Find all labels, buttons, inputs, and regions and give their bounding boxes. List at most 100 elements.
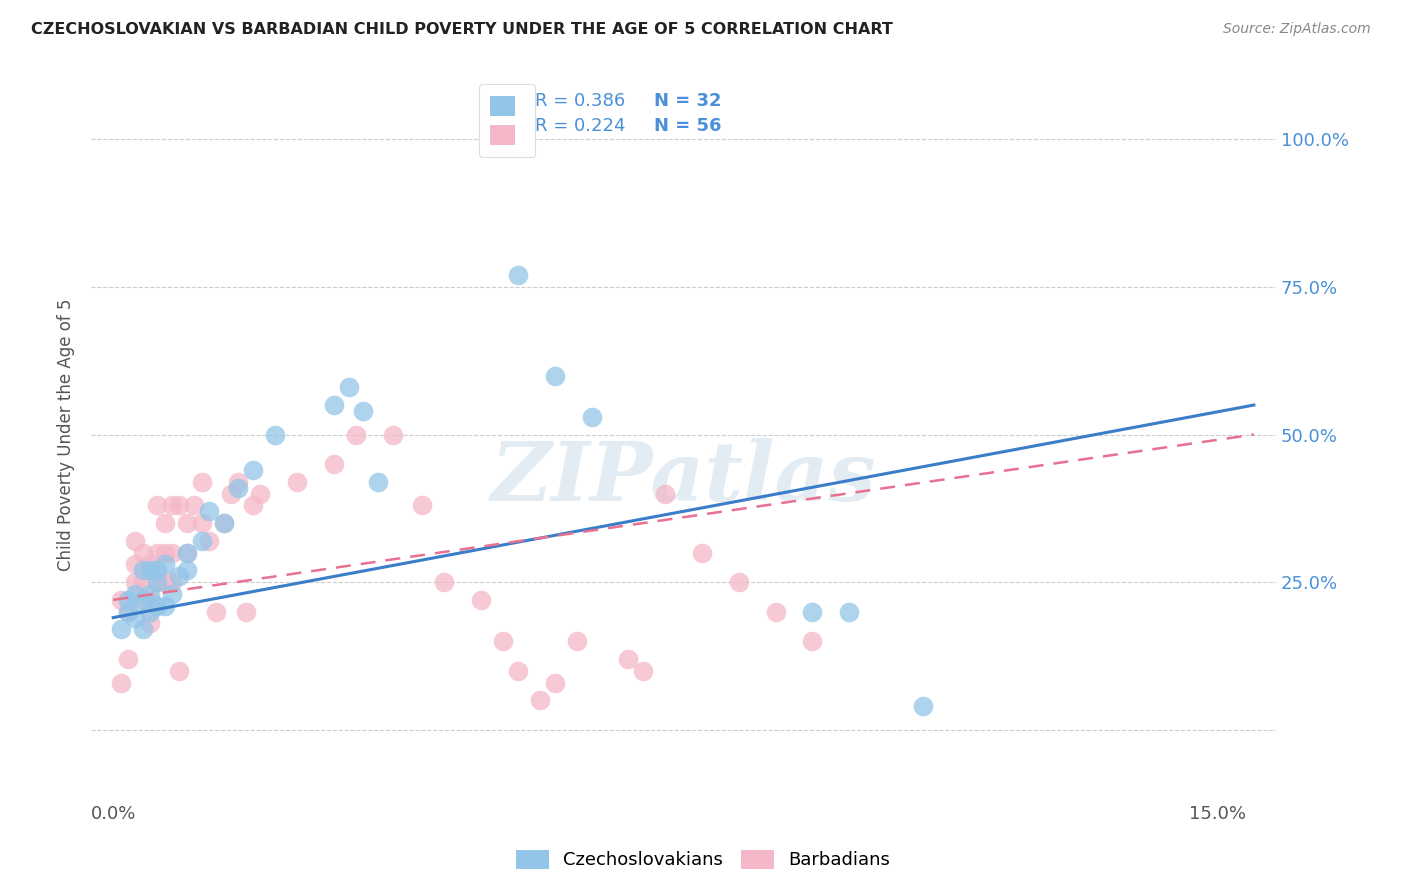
Point	[160, 587, 183, 601]
Point	[367, 475, 389, 489]
Point	[411, 499, 433, 513]
Point	[249, 486, 271, 500]
Point	[110, 593, 132, 607]
Point	[124, 558, 146, 572]
Point	[131, 575, 153, 590]
Text: Source: ZipAtlas.com: Source: ZipAtlas.com	[1223, 22, 1371, 37]
Text: N = 32: N = 32	[654, 93, 721, 111]
Point	[131, 593, 153, 607]
Point	[117, 652, 139, 666]
Point	[169, 569, 191, 583]
Point	[139, 616, 162, 631]
Point	[381, 427, 404, 442]
Point	[169, 499, 191, 513]
Point	[323, 457, 346, 471]
Point	[212, 516, 235, 530]
Point	[183, 499, 205, 513]
Point	[235, 605, 257, 619]
Y-axis label: Child Poverty Under the Age of 5: Child Poverty Under the Age of 5	[58, 298, 75, 571]
Point	[153, 575, 176, 590]
Point	[690, 546, 713, 560]
Point	[565, 634, 588, 648]
Point	[146, 575, 169, 590]
Point	[219, 486, 242, 500]
Point	[337, 380, 360, 394]
Point	[146, 575, 169, 590]
Text: CZECHOSLOVAKIAN VS BARBADIAN CHILD POVERTY UNDER THE AGE OF 5 CORRELATION CHART: CZECHOSLOVAKIAN VS BARBADIAN CHILD POVER…	[31, 22, 893, 37]
Point	[110, 623, 132, 637]
Point	[727, 575, 749, 590]
Point	[153, 546, 176, 560]
Point	[242, 499, 264, 513]
Point	[801, 605, 824, 619]
Point	[492, 634, 515, 648]
Point	[139, 558, 162, 572]
Point	[131, 593, 153, 607]
Point	[352, 404, 374, 418]
Point	[529, 693, 551, 707]
Text: R = 0.224: R = 0.224	[536, 118, 626, 136]
Point	[323, 398, 346, 412]
Point	[146, 563, 169, 577]
Point	[228, 481, 250, 495]
Point	[838, 605, 860, 619]
Point	[801, 634, 824, 648]
Text: N = 56: N = 56	[654, 118, 721, 136]
Point	[153, 558, 176, 572]
Point	[160, 499, 183, 513]
Point	[160, 546, 183, 560]
Text: ZIPatlas: ZIPatlas	[491, 439, 876, 518]
Point	[146, 499, 169, 513]
Point	[153, 516, 176, 530]
Point	[124, 533, 146, 548]
Point	[124, 610, 146, 624]
Text: R = 0.386: R = 0.386	[536, 93, 626, 111]
Point	[153, 599, 176, 613]
Point	[212, 516, 235, 530]
Point	[242, 463, 264, 477]
Point	[117, 593, 139, 607]
Point	[124, 575, 146, 590]
Point	[117, 605, 139, 619]
Legend: , : ,	[478, 84, 536, 156]
Point	[176, 563, 198, 577]
Point	[117, 605, 139, 619]
Point	[139, 587, 162, 601]
Point	[160, 575, 183, 590]
Point	[131, 546, 153, 560]
Point	[146, 599, 169, 613]
Point	[146, 546, 169, 560]
Point	[190, 533, 212, 548]
Point	[176, 516, 198, 530]
Point	[198, 504, 221, 518]
Point	[433, 575, 456, 590]
Point	[631, 664, 654, 678]
Point	[124, 587, 146, 601]
Point	[544, 368, 567, 383]
Point	[139, 593, 162, 607]
Point	[139, 605, 162, 619]
Point	[544, 675, 567, 690]
Point	[131, 623, 153, 637]
Point	[617, 652, 640, 666]
Point	[176, 546, 198, 560]
Point	[228, 475, 250, 489]
Point	[169, 664, 191, 678]
Point	[470, 593, 492, 607]
Point	[765, 605, 787, 619]
Point	[190, 516, 212, 530]
Point	[911, 699, 934, 714]
Point	[198, 533, 221, 548]
Point	[264, 427, 287, 442]
Point	[190, 475, 212, 489]
Point	[506, 268, 529, 282]
Point	[344, 427, 367, 442]
Point	[110, 675, 132, 690]
Point	[131, 563, 153, 577]
Point	[581, 409, 603, 424]
Point	[285, 475, 308, 489]
Legend: Czechoslovakians, Barbadians: Czechoslovakians, Barbadians	[508, 840, 898, 879]
Point	[176, 546, 198, 560]
Point	[139, 563, 162, 577]
Point	[506, 664, 529, 678]
